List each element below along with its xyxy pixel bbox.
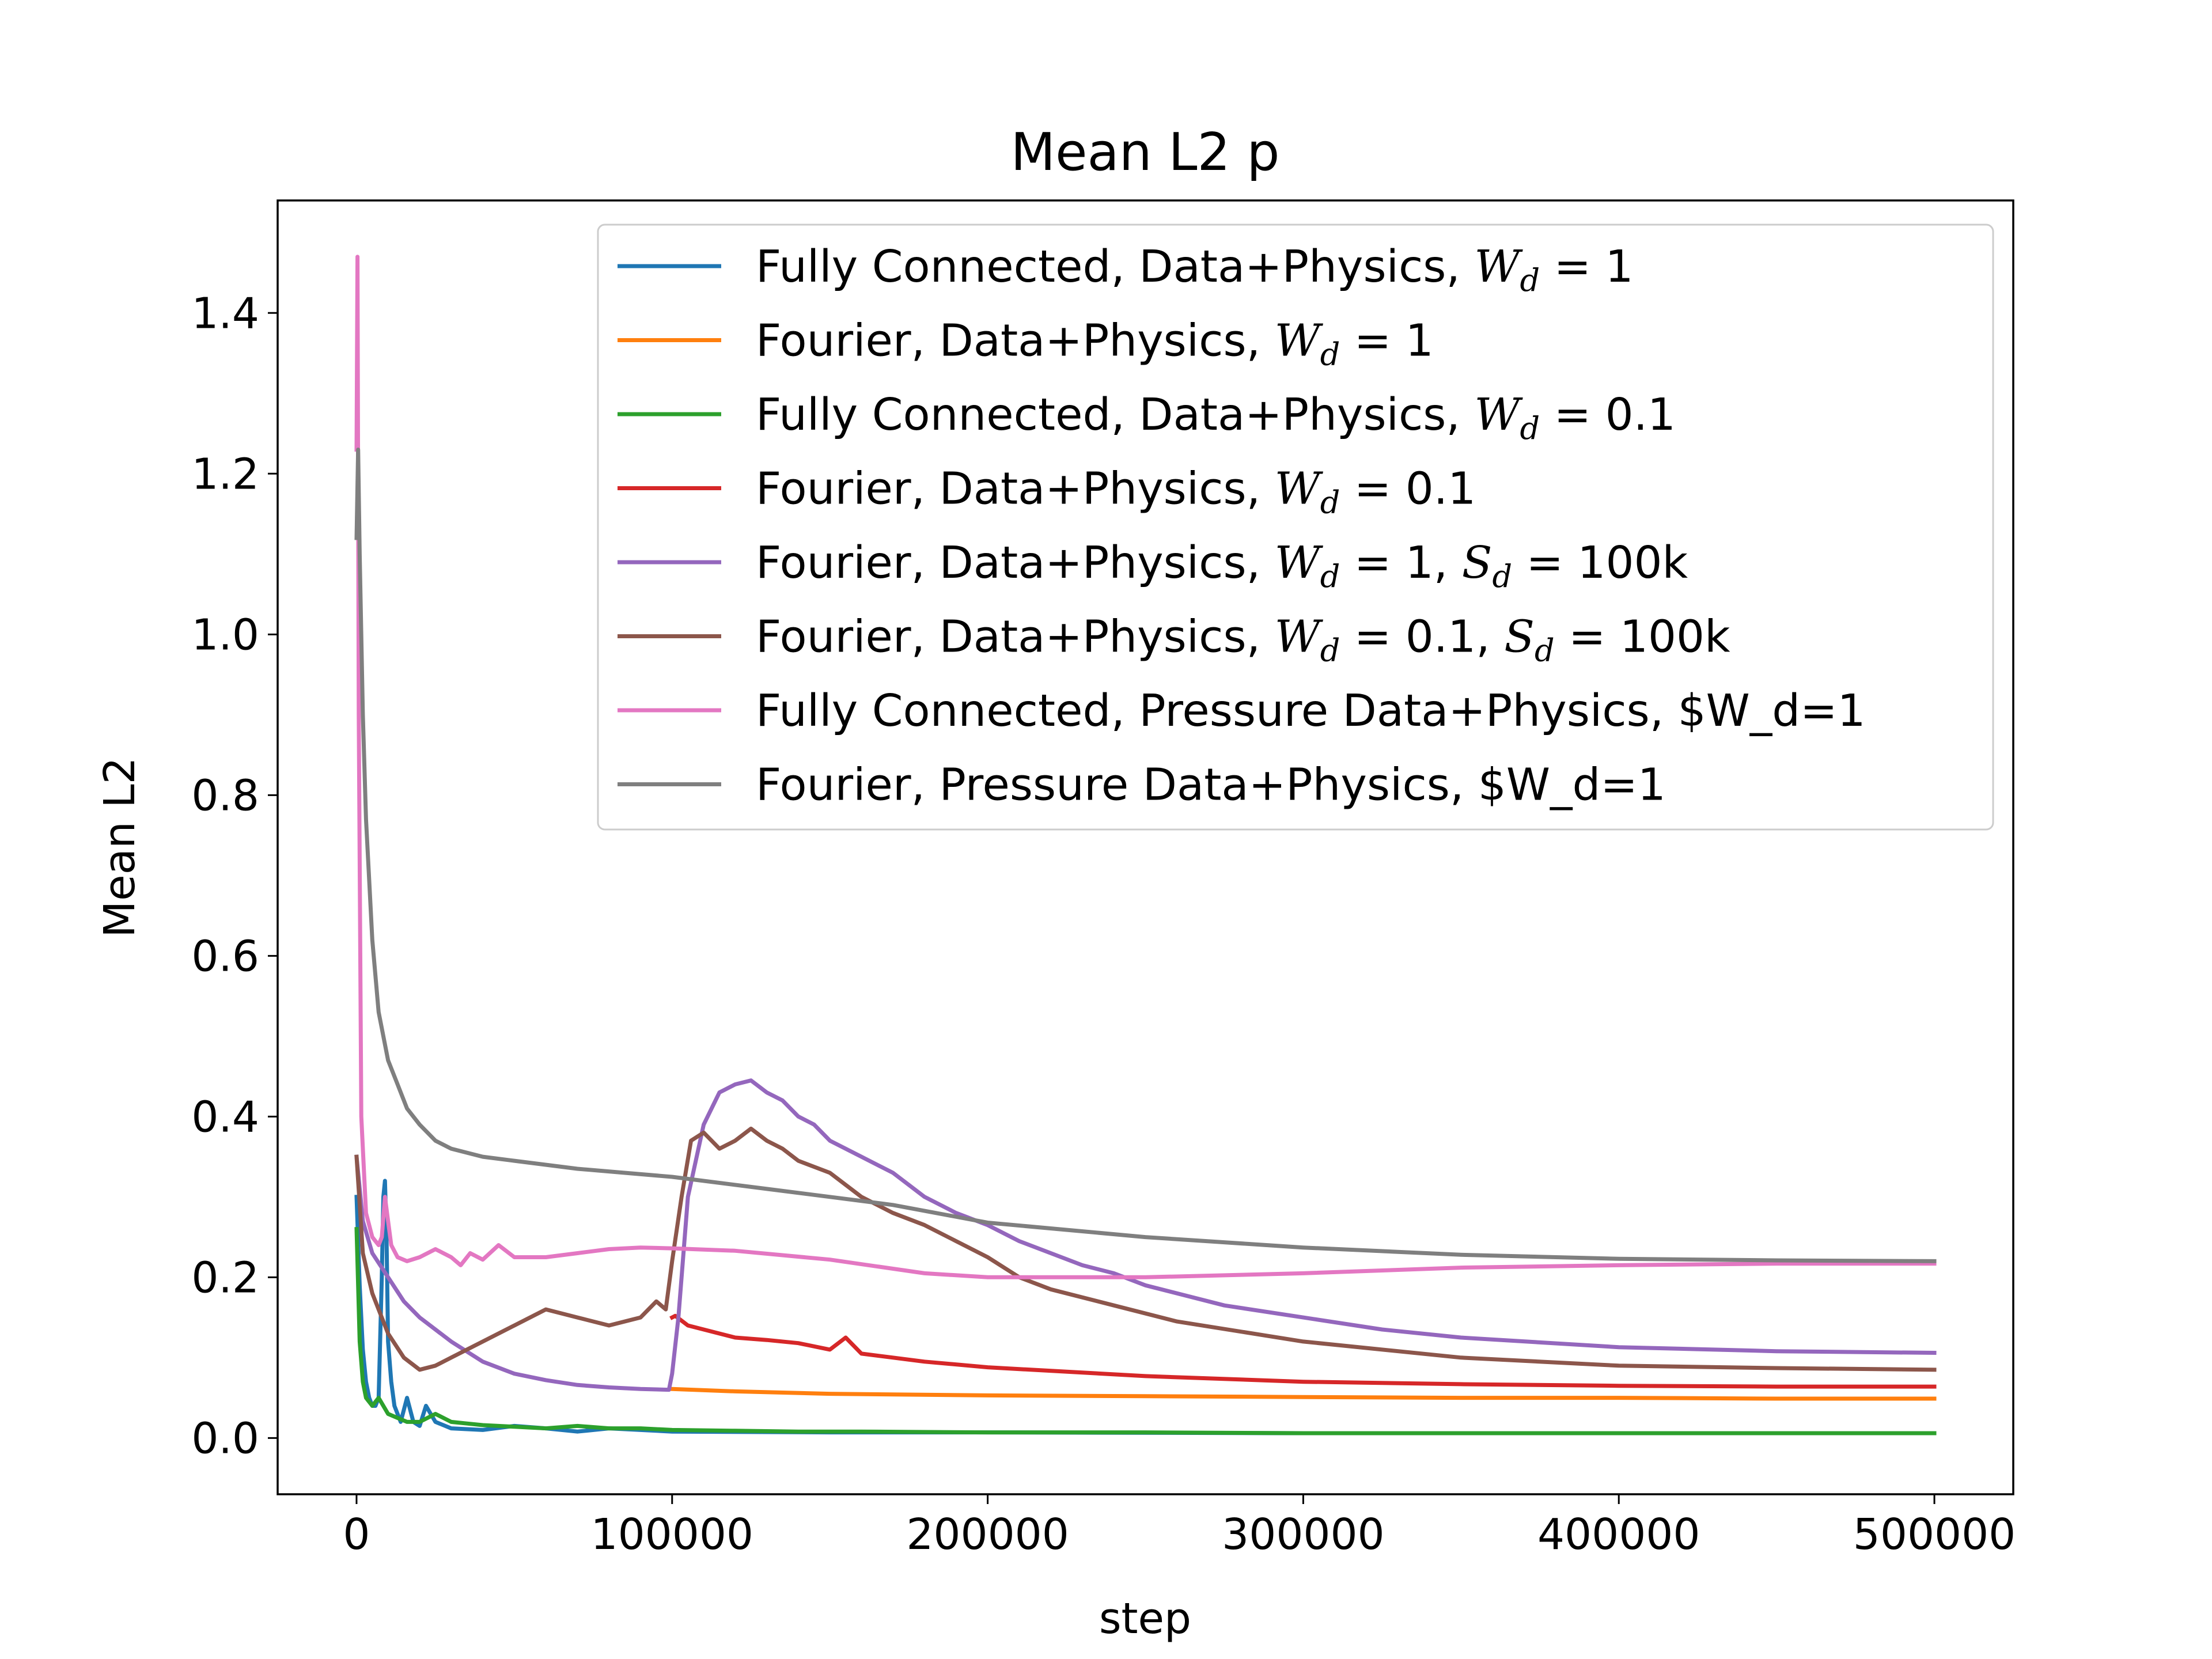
legend: Fully Connected, Data+Physics, Wd = 1 Fou… — [597, 224, 1994, 831]
y-tick-label: 0.2 — [191, 1253, 259, 1302]
x-tick-label: 300000 — [1222, 1510, 1385, 1559]
legend-box — [597, 224, 1994, 831]
y-axis-label: Mean L2 — [95, 757, 145, 937]
series-line-2 — [670, 1387, 1937, 1401]
legend-label-5: Fourier, Data+Physics, Wd = 1, Sd = 100k — [756, 537, 1688, 594]
x-tick-label: 200000 — [906, 1510, 1069, 1559]
y-tick-label: 0.6 — [191, 931, 259, 981]
series-line-4 — [669, 1313, 1937, 1389]
y-tick-label: 0.4 — [191, 1092, 259, 1142]
legend-label-4: Fourier, Data+Physics, Wd = 0.1 — [756, 464, 1476, 521]
y-tick-label: 0.8 — [191, 771, 259, 820]
series-line-7 — [354, 255, 1937, 1279]
series-line-6 — [354, 1126, 1937, 1372]
series-layer — [354, 255, 1937, 1435]
legend-label-2: Fourier, Data+Physics, Wd = 1 — [756, 316, 1434, 373]
y-tick-label: 1.4 — [191, 289, 259, 338]
x-axis: 0 100000 200000 300000 400000 500000 — [343, 1494, 2016, 1559]
x-tick-label: 500000 — [1853, 1510, 2016, 1559]
x-tick-label: 400000 — [1537, 1510, 1700, 1559]
y-axis: 0.0 0.2 0.4 0.6 0.8 1.0 1.2 1.4 — [191, 289, 278, 1463]
x-axis-label: step — [1099, 1594, 1191, 1643]
series-line-3 — [354, 1227, 1937, 1435]
x-tick-label: 100000 — [591, 1510, 754, 1559]
y-tick-label: 0.0 — [191, 1414, 259, 1463]
y-tick-label: 1.0 — [191, 610, 259, 660]
series-line-8 — [354, 448, 1937, 1263]
plot-frame — [276, 199, 2014, 1495]
legend-label-6: Fourier, Data+Physics, Wd = 0.1, Sd = 10… — [756, 612, 1730, 669]
chart-title: Mean L2 p — [1011, 122, 1280, 183]
y-tick-label: 1.2 — [191, 449, 259, 499]
legend-label-3: Fully Connected, Data+Physics, Wd = 0.1 — [756, 389, 1676, 446]
x-tick-label: 0 — [343, 1510, 370, 1559]
legend-label-1: Fully Connected, Data+Physics, Wd = 1 — [756, 241, 1634, 298]
legend-label-7: Fully Connected, Pressure Data+Physics, … — [756, 685, 1866, 737]
series-line-5 — [354, 1078, 1937, 1392]
legend-label-8: Fourier, Pressure Data+Physics, $W_d=1 — [756, 760, 1666, 811]
